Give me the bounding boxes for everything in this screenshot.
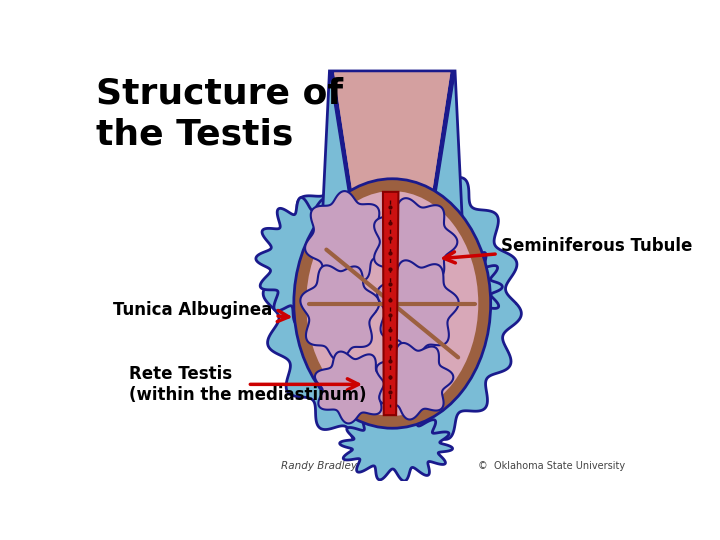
Polygon shape: [263, 154, 521, 453]
Polygon shape: [305, 191, 387, 282]
Polygon shape: [300, 265, 379, 361]
Text: Randy Bradley: Randy Bradley: [281, 461, 356, 471]
Polygon shape: [323, 71, 462, 215]
Polygon shape: [334, 72, 451, 200]
Polygon shape: [377, 260, 459, 356]
Polygon shape: [330, 72, 455, 200]
Text: Seminiferous Tubule: Seminiferous Tubule: [444, 237, 692, 263]
Polygon shape: [256, 198, 366, 325]
Text: the Testis: the Testis: [96, 117, 294, 151]
Polygon shape: [334, 72, 451, 200]
Polygon shape: [437, 248, 503, 328]
Text: Structure of: Structure of: [96, 76, 343, 110]
Polygon shape: [330, 72, 455, 200]
Text: Rete Testis
(within the mediastinum): Rete Testis (within the mediastinum): [129, 365, 366, 404]
Text: ©  Oklahoma State University: © Oklahoma State University: [477, 461, 625, 471]
Polygon shape: [340, 411, 453, 481]
Polygon shape: [383, 192, 398, 415]
Text: Tunica Albuginea: Tunica Albuginea: [113, 301, 289, 321]
Polygon shape: [315, 352, 390, 423]
Ellipse shape: [294, 179, 490, 428]
Polygon shape: [374, 198, 457, 286]
Ellipse shape: [306, 191, 478, 416]
Polygon shape: [377, 343, 454, 420]
